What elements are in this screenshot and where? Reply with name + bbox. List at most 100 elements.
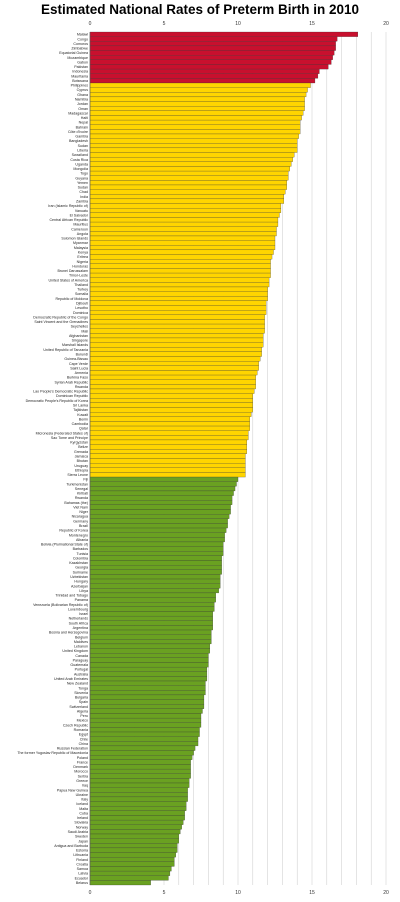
bar: [89, 217, 279, 223]
bar: [89, 472, 246, 478]
category-label: Burkina Faso: [67, 376, 88, 380]
bar: [89, 690, 206, 696]
category-label: Ireland: [77, 816, 88, 820]
category-label: Sierra Leone: [67, 473, 88, 477]
category-label: Nepal: [79, 121, 89, 125]
category-label: Chile: [80, 737, 88, 741]
bar: [89, 259, 271, 264]
category-label: China: [79, 742, 88, 746]
bar: [89, 741, 199, 747]
category-label: Bolivia (Plurinational State of): [41, 543, 88, 547]
bar: [89, 402, 253, 408]
bar: [89, 194, 285, 200]
bar: [89, 425, 250, 431]
category-label: New Zealand: [67, 682, 88, 686]
x-tick-label-top: 5: [163, 21, 166, 27]
bar: [89, 648, 211, 654]
bar: [89, 87, 308, 93]
category-label: Afghanistan: [69, 334, 88, 338]
category-label: Pakistan: [74, 65, 88, 69]
category-label: Lebanon: [74, 645, 88, 649]
category-label: Guatemala: [70, 663, 88, 667]
category-label: Montenegro: [69, 533, 88, 537]
category-label: Democratic People's Republic of Korea: [26, 399, 88, 403]
category-label: Bahamas (the): [64, 501, 88, 505]
bar: [89, 203, 282, 209]
category-label: Norway: [76, 825, 88, 829]
category-label: Vanuatu: [75, 209, 88, 213]
bar: [89, 806, 187, 811]
bar: [89, 750, 194, 756]
bar: [89, 351, 262, 357]
category-label: Saudi Arabia: [68, 830, 88, 834]
category-label: Russian Federation: [57, 747, 88, 751]
bar: [89, 166, 290, 172]
bar: [89, 518, 228, 524]
category-label: Ukraine: [76, 793, 88, 797]
bar: [89, 555, 222, 561]
bar: [89, 82, 311, 88]
category-label: Comoros: [73, 42, 88, 46]
category-label: Seychelles: [71, 325, 89, 329]
category-label: Denmark: [73, 765, 88, 769]
bar: [89, 143, 298, 149]
bar: [89, 843, 178, 849]
x-tick-label-bottom: 10: [235, 890, 241, 896]
x-tick-label-bottom: 20: [383, 890, 389, 896]
bar: [89, 245, 276, 251]
bar: [89, 361, 259, 366]
category-label: Ghana: [77, 93, 88, 97]
category-label: Colombia: [73, 556, 88, 560]
bar: [89, 694, 205, 700]
bar: [89, 653, 209, 658]
bar: [89, 319, 265, 325]
category-label: Paraguay: [73, 658, 89, 662]
bar: [89, 680, 206, 686]
category-label: Sudan: [78, 144, 88, 148]
bar: [89, 615, 213, 621]
bar: [89, 379, 256, 385]
bar: [89, 254, 273, 260]
category-label: Tunisia: [77, 552, 88, 556]
bar: [89, 782, 190, 788]
bar: [89, 365, 259, 371]
bar: [89, 857, 175, 862]
bar: [89, 657, 209, 663]
bar: [89, 532, 225, 538]
bar: [89, 310, 267, 315]
bar: [89, 407, 253, 413]
bar: [89, 110, 304, 116]
category-label: Tonga: [78, 686, 88, 690]
bar: [89, 541, 224, 547]
category-label: Côte d'Ivoire: [68, 130, 88, 134]
category-label: Mexico: [77, 719, 88, 723]
category-label: Antigua and Barbuda: [54, 844, 88, 848]
bar: [89, 523, 228, 529]
bar: [89, 537, 225, 543]
category-label: Somalia: [75, 292, 88, 296]
category-label: Israel: [79, 612, 88, 616]
category-label: Japan: [78, 839, 88, 843]
bar: [89, 208, 282, 213]
bar: [89, 388, 255, 394]
bar: [89, 412, 252, 417]
bar: [89, 463, 246, 468]
bar: [89, 180, 287, 186]
category-label: Philippines: [71, 84, 89, 88]
bar: [89, 606, 215, 612]
bar: [89, 486, 236, 492]
category-label: Iran (Islamic Republic of): [48, 204, 88, 208]
bar: [89, 676, 208, 682]
bar: [89, 147, 298, 153]
bar: [89, 124, 301, 130]
bar: [89, 64, 329, 70]
bar: [89, 773, 191, 779]
bar: [89, 370, 258, 376]
bar: [89, 31, 359, 37]
bar: [89, 342, 264, 348]
bar: [89, 764, 191, 770]
category-label: Togo: [80, 172, 88, 176]
category-label: Malaysia: [74, 246, 88, 250]
bar: [89, 481, 237, 487]
